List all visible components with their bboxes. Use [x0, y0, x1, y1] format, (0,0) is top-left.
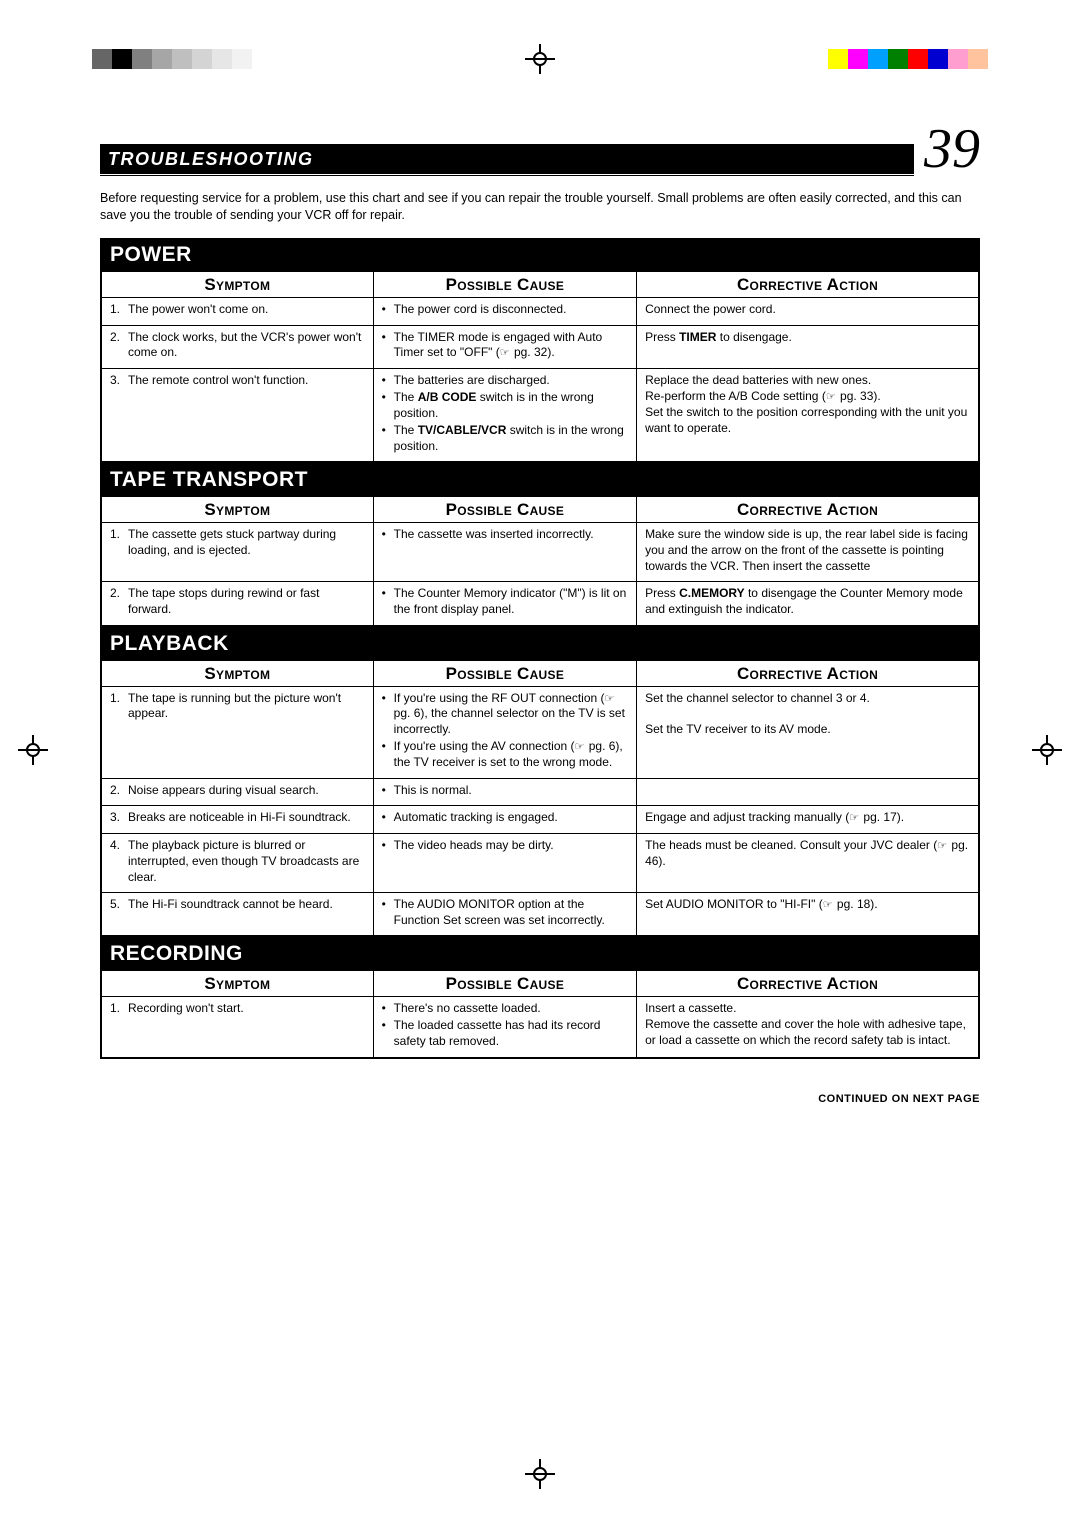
troubleshooting-table: SymptomPossible CauseCorrective Action1.…: [100, 271, 980, 464]
print-registration-bottom: [0, 1459, 1080, 1489]
table-row: 2.The tape stops during rewind or fast f…: [101, 581, 979, 625]
table-row: 2.Noise appears during visual search.Thi…: [101, 778, 979, 806]
table-row: 3.The remote control won't function.The …: [101, 369, 979, 463]
col-cause: Possible Cause: [373, 971, 636, 997]
troubleshooting-table: SymptomPossible CauseCorrective Action1.…: [100, 970, 980, 1058]
section-header: RECORDING: [100, 937, 980, 970]
title-bar: TROUBLESHOOTING 39: [100, 130, 980, 176]
section-header: TAPE TRANSPORT: [100, 463, 980, 496]
gray-swatches: [92, 49, 252, 69]
page-content: TROUBLESHOOTING 39 Before requesting ser…: [100, 130, 980, 1105]
col-symptom: Symptom: [101, 971, 373, 997]
table-row: 5.The Hi-Fi soundtrack cannot be heard.T…: [101, 892, 979, 936]
registration-mark-icon: [18, 735, 48, 765]
col-action: Corrective Action: [637, 271, 979, 297]
registration-mark-icon: [1032, 735, 1062, 765]
section-header: PLAYBACK: [100, 627, 980, 660]
table-row: 2.The clock works, but the VCR's power w…: [101, 325, 979, 369]
col-symptom: Symptom: [101, 271, 373, 297]
table-row: 3.Breaks are noticeable in Hi-Fi soundtr…: [101, 806, 979, 834]
col-symptom: Symptom: [101, 660, 373, 686]
col-symptom: Symptom: [101, 497, 373, 523]
col-cause: Possible Cause: [373, 271, 636, 297]
print-registration-top: [0, 44, 1080, 74]
registration-mark-icon: [525, 1459, 555, 1489]
table-row: 1.The power won't come on.The power cord…: [101, 297, 979, 325]
col-action: Corrective Action: [637, 971, 979, 997]
col-cause: Possible Cause: [373, 497, 636, 523]
continued-notice: CONTINUED ON NEXT PAGE: [100, 1093, 980, 1105]
troubleshooting-table: SymptomPossible CauseCorrective Action1.…: [100, 496, 980, 626]
col-action: Corrective Action: [637, 660, 979, 686]
registration-mark-icon: [525, 44, 555, 74]
table-row: 4.The playback picture is blurred or int…: [101, 834, 979, 892]
color-swatches: [828, 49, 988, 69]
col-cause: Possible Cause: [373, 660, 636, 686]
section-header: POWER: [100, 238, 980, 271]
col-action: Corrective Action: [637, 497, 979, 523]
page-number: 39: [914, 117, 980, 181]
page-section-title: TROUBLESHOOTING: [100, 144, 332, 174]
table-row: 1.The tape is running but the picture wo…: [101, 686, 979, 778]
table-row: 1.The cassette gets stuck partway during…: [101, 523, 979, 581]
table-row: 1.Recording won't start.There's no casse…: [101, 997, 979, 1058]
intro-text: Before requesting service for a problem,…: [100, 190, 980, 224]
troubleshooting-table: SymptomPossible CauseCorrective Action1.…: [100, 660, 980, 938]
